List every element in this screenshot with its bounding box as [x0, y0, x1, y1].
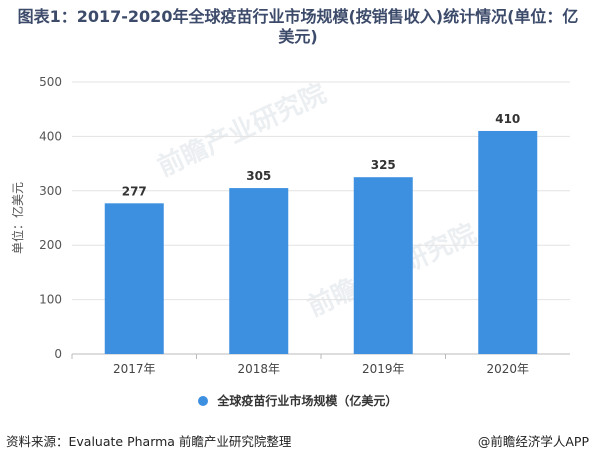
data-label: 410 [495, 112, 520, 126]
bar [353, 177, 413, 354]
chart-title-line2: 美元) [278, 27, 318, 46]
y-tick-label: 500 [39, 75, 62, 89]
bar [478, 130, 538, 354]
legend-swatch [197, 395, 208, 406]
legend-label: 全球疫苗行业市场规模（亿美元） [217, 394, 398, 408]
x-tick-label: 2018年 [237, 362, 280, 376]
bar [104, 203, 164, 354]
y-tick-label: 200 [39, 238, 62, 252]
y-tick-label: 400 [39, 129, 62, 143]
legend: 全球疫苗行业市场规模（亿美元） [0, 392, 595, 409]
y-tick-label: 300 [39, 184, 62, 198]
bar-chart: 0 100 200 300 400 500 277 305 325 410 2017年 2018年… [10, 75, 570, 376]
data-label: 277 [122, 184, 147, 198]
chart-title: 图表1：2017-2020年全球疫苗行业市场规模(按销售收入)统计情况(单位：亿… [8, 7, 588, 47]
source-note: 资料来源：Evaluate Pharma 前瞻产业研究院整理 [6, 434, 292, 449]
data-label: 305 [246, 169, 271, 183]
app-credit: @前瞻经济学人APP [477, 434, 589, 449]
x-tick-label: 2019年 [362, 362, 405, 376]
y-tick-label: 0 [54, 347, 62, 361]
x-tick-label: 2020年 [486, 362, 529, 376]
x-tick-label: 2017年 [113, 362, 156, 376]
bar [229, 188, 289, 354]
y-tick-label: 100 [39, 293, 62, 307]
chart-title-line1: 图表1：2017-2020年全球疫苗行业市场规模(按销售收入)统计情况(单位：亿 [17, 7, 579, 26]
y-axis-label: 单位：亿美元 [10, 182, 25, 254]
data-label: 325 [371, 158, 396, 172]
